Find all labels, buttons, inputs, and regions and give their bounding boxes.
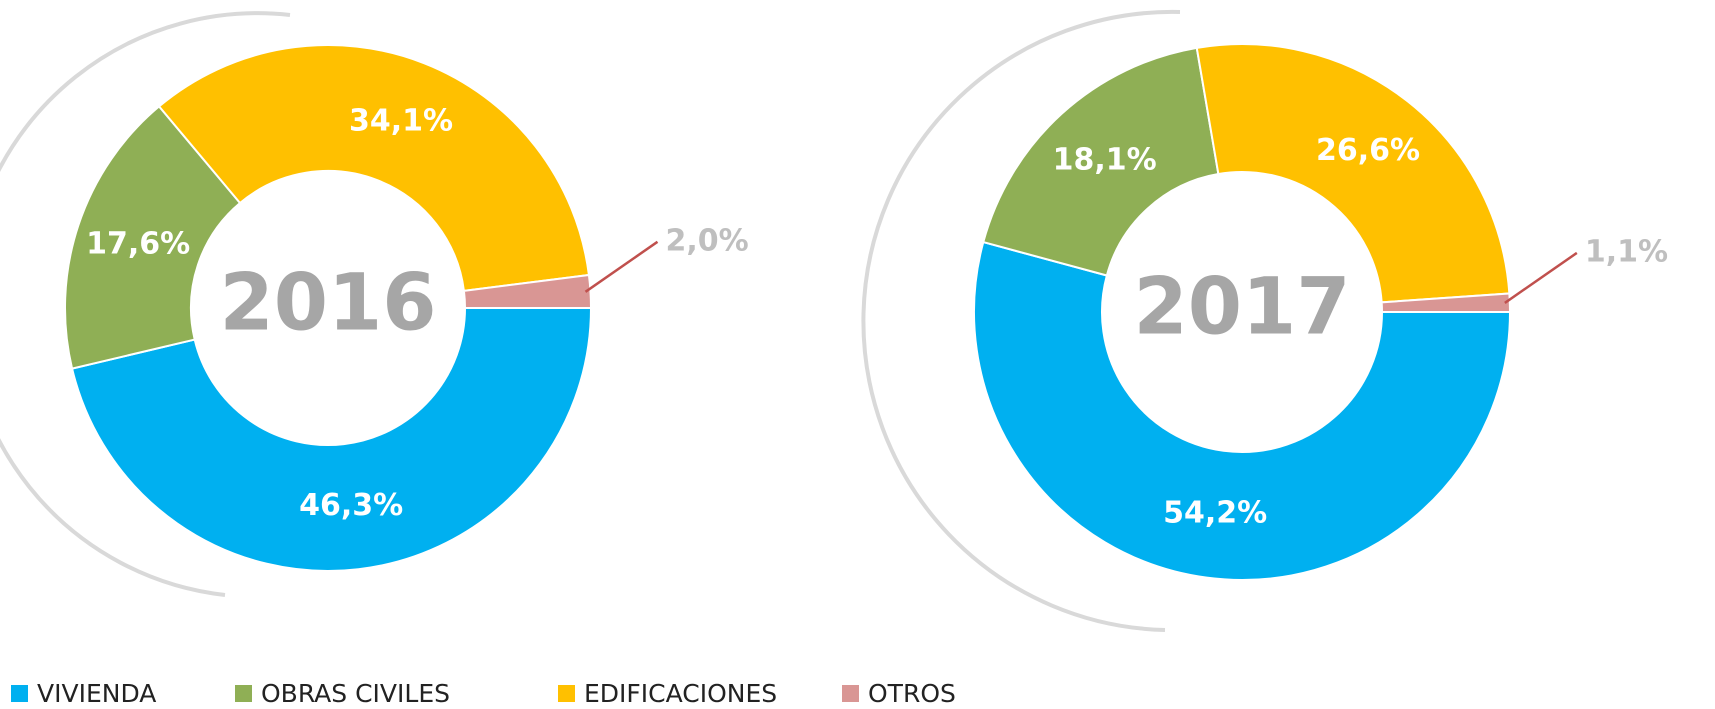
- data-label: 18,1%: [1053, 143, 1157, 178]
- data-label: 26,6%: [1316, 133, 1420, 168]
- data-label: 34,1%: [349, 103, 453, 138]
- donut-slice: [973, 240, 1512, 581]
- donut-slice: [157, 44, 591, 292]
- legend-swatch: [11, 685, 28, 702]
- legend-label: OTROS: [868, 679, 956, 708]
- data-label: 2,0%: [665, 223, 748, 258]
- decor-arc: [0, 11, 291, 597]
- data-label: 17,6%: [86, 227, 190, 262]
- donut-slice: [64, 105, 242, 370]
- center-title: 2016: [219, 258, 436, 348]
- legend-swatch: [558, 685, 575, 702]
- donut-slice: [70, 307, 593, 572]
- leader-line: [1504, 251, 1578, 304]
- legend-label: VIVIENDA: [37, 679, 156, 708]
- data-label: 46,3%: [299, 488, 403, 523]
- center-title: 2017: [1133, 262, 1350, 352]
- legend-swatch: [235, 685, 252, 702]
- data-label: 1,1%: [1585, 234, 1668, 269]
- donut-slice: [462, 273, 593, 309]
- decor-arc: [861, 9, 1181, 632]
- legend-label: OBRAS CIVILES: [261, 679, 450, 708]
- legend-swatch: [842, 685, 859, 702]
- donut-slice: [1195, 43, 1511, 304]
- data-label: 54,2%: [1163, 496, 1267, 531]
- legend-label: EDIFICACIONES: [584, 679, 777, 708]
- donut-slice: [982, 46, 1220, 277]
- leader-line: [584, 240, 659, 293]
